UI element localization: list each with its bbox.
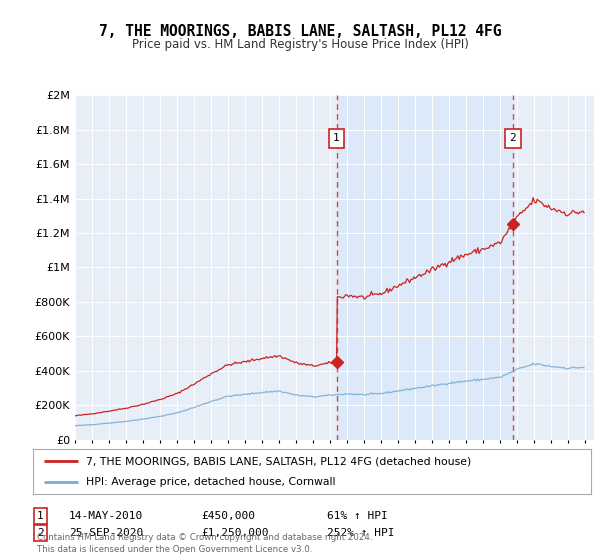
Text: 1: 1 [333, 133, 340, 143]
Text: £1,250,000: £1,250,000 [201, 528, 269, 538]
Text: 14-MAY-2010: 14-MAY-2010 [69, 511, 143, 521]
Text: £450,000: £450,000 [201, 511, 255, 521]
Text: Contains HM Land Registry data © Crown copyright and database right 2024.
This d: Contains HM Land Registry data © Crown c… [37, 533, 373, 554]
Bar [337, 95, 513, 440]
Text: 252% ↑ HPI: 252% ↑ HPI [327, 528, 395, 538]
Text: Price paid vs. HM Land Registry's House Price Index (HPI): Price paid vs. HM Land Registry's House … [131, 38, 469, 51]
Text: 25-SEP-2020: 25-SEP-2020 [69, 528, 143, 538]
Text: 61% ↑ HPI: 61% ↑ HPI [327, 511, 388, 521]
Text: 7, THE MOORINGS, BABIS LANE, SALTASH, PL12 4FG: 7, THE MOORINGS, BABIS LANE, SALTASH, PL… [99, 24, 501, 39]
Text: 7, THE MOORINGS, BABIS LANE, SALTASH, PL12 4FG (detached house): 7, THE MOORINGS, BABIS LANE, SALTASH, PL… [86, 456, 471, 466]
Text: 2: 2 [509, 133, 516, 143]
Text: 2: 2 [37, 528, 44, 538]
Text: 1: 1 [37, 511, 44, 521]
Text: HPI: Average price, detached house, Cornwall: HPI: Average price, detached house, Corn… [86, 477, 335, 487]
